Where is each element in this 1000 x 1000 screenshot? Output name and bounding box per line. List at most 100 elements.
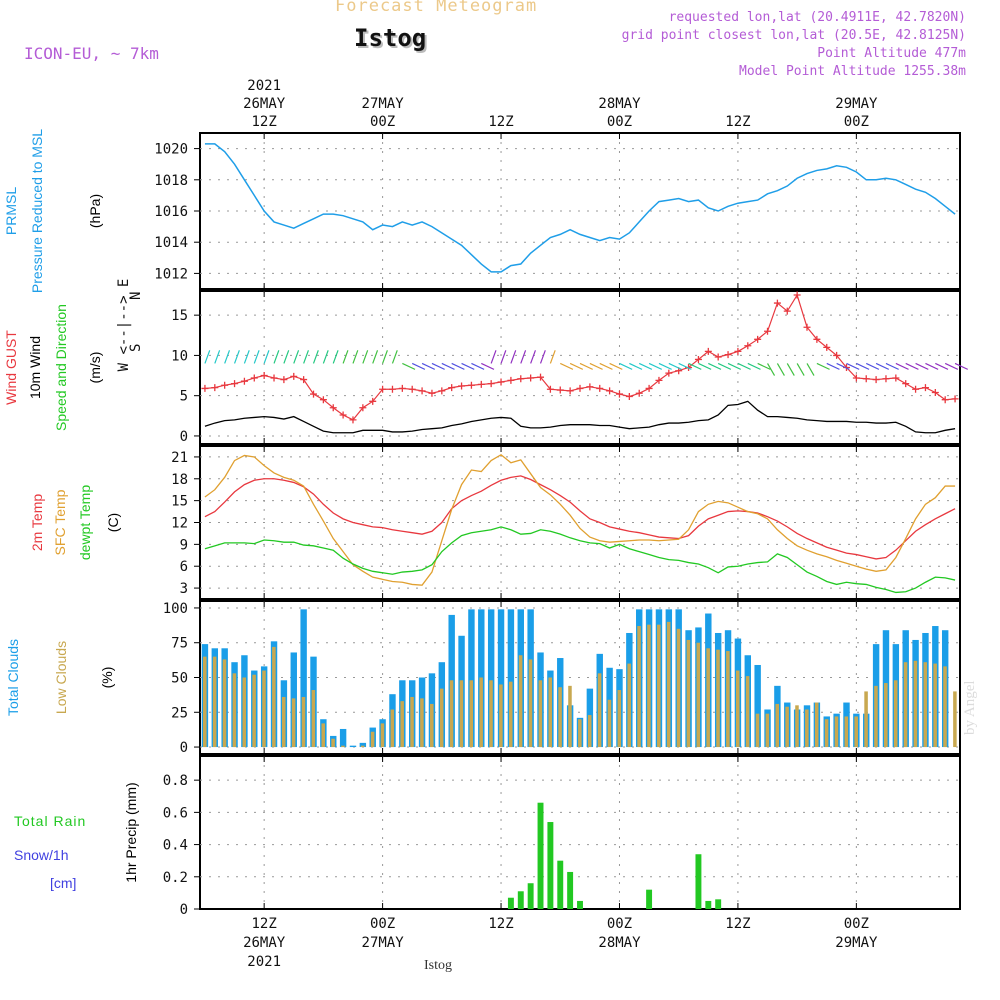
- gust-marker: [527, 374, 535, 382]
- low-cloud-bar: [341, 745, 345, 748]
- bottom-time-label: 29MAY: [835, 935, 878, 951]
- rain-bar: [537, 802, 544, 909]
- y-tick-label: 25: [171, 705, 188, 721]
- wind-direction-arrow: [273, 350, 280, 364]
- low-cloud-bar: [864, 691, 868, 748]
- unit-label: (%): [99, 667, 115, 689]
- wind-direction-arrow: [441, 362, 455, 370]
- gust-marker: [250, 374, 258, 382]
- low-cloud-bar: [884, 683, 888, 748]
- gust-marker: [615, 390, 623, 398]
- low-cloud-bar: [607, 699, 612, 748]
- wind-direction-arrow: [935, 362, 949, 370]
- y-tick-label: 50: [171, 671, 188, 687]
- wind-direction-arrow: [372, 350, 379, 364]
- snow-label: Snow/1h: [14, 847, 68, 863]
- y-tick-label: 0: [180, 429, 188, 445]
- low-cloud-bar: [242, 677, 247, 748]
- footer-station: Istog: [424, 958, 452, 973]
- y-tick-label: 0.8: [163, 773, 188, 789]
- gust-marker: [379, 385, 387, 393]
- gust-marker: [931, 388, 939, 396]
- wind-direction-arrow: [332, 350, 339, 364]
- gust-marker: [912, 385, 920, 393]
- wind-direction-arrow: [569, 362, 584, 370]
- wind-direction-arrow: [638, 362, 653, 370]
- wind-direction-arrow: [865, 362, 880, 370]
- panel-1: 1012 1014 1016 1018 1020 PRMSL Pressure Reduce…: [3, 129, 961, 293]
- y-tick-label: 9: [180, 537, 188, 553]
- wind-direction-arrow: [895, 362, 909, 370]
- gust-marker: [211, 384, 219, 392]
- wind-direction-arrow: [954, 362, 969, 370]
- y-tick-label: 18: [171, 472, 188, 488]
- model-altitude: Model Point Altitude 1255.38m: [739, 64, 966, 79]
- gust-marker: [744, 342, 752, 350]
- gust-marker: [418, 387, 426, 395]
- low-cloud-bar: [893, 680, 898, 748]
- low-cloud-bar: [666, 621, 671, 748]
- y-tick-label: 6: [180, 559, 188, 575]
- low-cloud-bar: [331, 738, 335, 748]
- gust-marker: [754, 335, 762, 343]
- station-title: Istog: [354, 24, 427, 52]
- low-cloud-bar: [795, 705, 799, 748]
- gust-marker: [635, 389, 643, 397]
- unit-label: (C): [105, 513, 121, 532]
- y-tick-label: 15: [171, 494, 188, 510]
- bottom-time-label: 28MAY: [598, 935, 641, 951]
- total-cloud-bar: [300, 609, 307, 748]
- wind-direction-arrow: [846, 362, 860, 370]
- top-time-label: 00Z: [607, 114, 632, 130]
- top-time-label: 00Z: [844, 114, 869, 130]
- gust-marker: [339, 411, 347, 419]
- panel-frame: [199, 755, 961, 910]
- rain-bar: [705, 900, 712, 909]
- y-tick-label: 15: [171, 308, 188, 324]
- gust-marker: [625, 392, 633, 400]
- low-cloud-bar: [321, 723, 325, 748]
- unit-label: (hPa): [87, 194, 103, 228]
- wind-direction-arrow: [816, 362, 830, 370]
- wind-direction-arrow: [312, 350, 319, 364]
- wind-direction-arrow: [322, 350, 329, 364]
- wind-direction-arrow: [856, 362, 870, 370]
- gust-marker: [270, 374, 278, 382]
- gust-marker: [359, 404, 367, 412]
- low-cloud-bar: [824, 719, 829, 748]
- wind-direction-arrow: [688, 362, 702, 370]
- low-cloud-bar: [400, 701, 404, 748]
- grid-point-coords: grid point closest lon,lat (20.5E, 42.81…: [621, 28, 966, 43]
- wind-direction-arrow: [500, 350, 507, 364]
- pressure-line: [204, 143, 956, 273]
- wind-direction-arrow: [727, 362, 741, 370]
- gust-marker: [319, 396, 327, 404]
- axis-label: 10m Wind: [27, 336, 43, 399]
- rain-label: Total Rain: [14, 813, 86, 829]
- low-cloud-bar: [489, 680, 493, 748]
- total-cloud-bar: [487, 609, 495, 748]
- rain-bar: [507, 897, 514, 909]
- total-cloud-bar: [497, 609, 505, 748]
- low-cloud-bar: [499, 684, 503, 748]
- panel-2: 0 5 10 15 Wind GUST 10m Wind Speed and Directi…: [3, 290, 961, 445]
- bottom-time-label: 12Z: [252, 916, 277, 932]
- product-title: Forecast Meteogram: [335, 0, 538, 16]
- gust-marker: [596, 384, 604, 392]
- axis-label: Pressure Reduced to MSL: [29, 129, 45, 293]
- y-tick-label: 1012: [154, 266, 188, 282]
- gust-marker: [803, 323, 811, 331]
- low-cloud-bar: [262, 670, 266, 748]
- low-cloud-bar: [291, 698, 296, 748]
- low-cloud-bar: [410, 696, 414, 748]
- low-cloud-bar: [390, 709, 395, 748]
- low-cloud-bar: [439, 688, 444, 748]
- rain-bar: [557, 860, 564, 909]
- gust-marker: [724, 351, 732, 359]
- gust-marker: [566, 387, 574, 395]
- low-cloud-bar: [568, 685, 572, 748]
- unit-label: 1hr Precip (mm): [123, 782, 139, 882]
- bottom-time-label: 00Z: [607, 916, 632, 932]
- gust-marker: [902, 380, 910, 388]
- axis-label: Wind GUST: [3, 330, 19, 405]
